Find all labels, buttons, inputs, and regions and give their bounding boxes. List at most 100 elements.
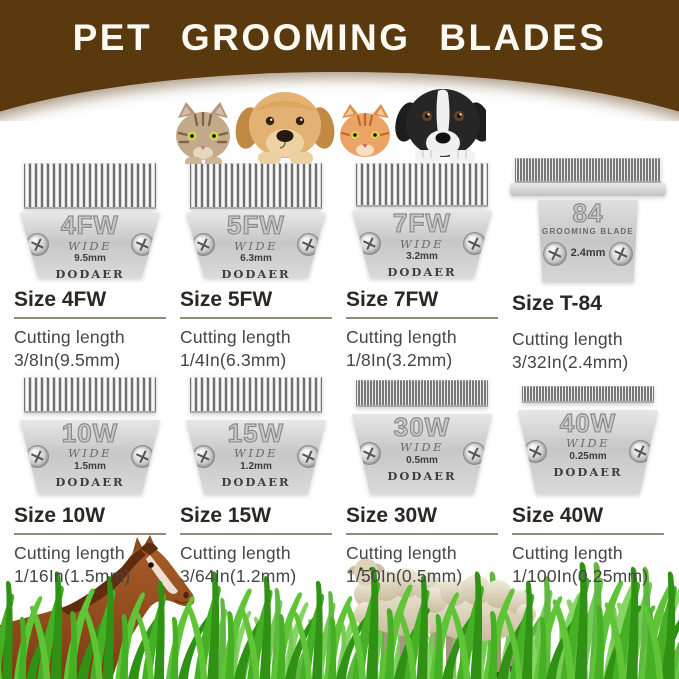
divider	[180, 533, 332, 535]
product-10w: 10W WIDE 1.5mm DODAER Size 10W Cutting l…	[12, 372, 168, 588]
blade-engraving-mm: 1.2mm	[240, 461, 272, 473]
cutting-length-value: 1/4In(6.3mm)	[180, 349, 287, 370]
product-size-heading: Size 7FW	[346, 288, 439, 312]
blade-image-40w: 40W WIDE 0.25mm DODAER	[510, 372, 666, 494]
blade-engraving-size: 84	[572, 198, 604, 228]
cutting-length-label: Cutting length	[346, 326, 457, 347]
product-40w: 40W WIDE 0.25mm DODAER Size 40W Cutting …	[510, 372, 666, 588]
screw-icon	[358, 442, 381, 465]
cutting-length-label: Cutting length	[14, 542, 125, 563]
peeking-pets-image	[176, 89, 486, 164]
product-t84: 84 GROOMING BLADE 2.4mm Size T-84 Cuttin…	[510, 157, 666, 373]
blade-teeth	[356, 379, 488, 407]
cutting-length-value: 1/8In(3.2mm)	[346, 349, 453, 370]
screw-icon	[297, 233, 320, 257]
header-banner	[0, 0, 679, 121]
divider	[180, 317, 332, 319]
blade-image-7fw: 7FW WIDE 3.2mm DODAER	[344, 160, 500, 279]
blade-image-5fw: 5FW WIDE 6.3mm DODAER	[178, 160, 334, 279]
blade-image-15w: 15W WIDE 1.2mm DODAER	[178, 372, 334, 494]
tabby-cat-icon	[176, 102, 230, 164]
cutting-length-value: 1/100In(0.25mm)	[512, 565, 649, 586]
blade-engraving-wide: WIDE	[566, 436, 610, 451]
product-size-heading: Size 15W	[180, 504, 272, 527]
cutting-length-value: 3/64In(1.2mm)	[180, 565, 297, 586]
golden-retriever-icon	[235, 92, 335, 164]
blade-teeth	[515, 157, 661, 183]
cutting-length-value: 1/16In(1.5mm)	[14, 565, 131, 586]
farm-scene-image	[0, 535, 679, 679]
blade-engraving-brand: DODAER	[221, 474, 291, 489]
blade-teeth	[356, 161, 488, 208]
blade-engraving-mm: 3.2mm	[406, 251, 438, 263]
divider	[14, 533, 166, 535]
blade-teeth	[24, 375, 156, 413]
product-4fw: 4FW WIDE 9.5mm DODAER Size 4FW Cutting l…	[12, 160, 168, 372]
blade-teeth	[522, 385, 654, 403]
blade-engraving-mm: 2.4mm	[570, 246, 606, 259]
blade-engraving-mm: 0.5mm	[406, 455, 438, 467]
cutting-length-value: 3/32In(2.4mm)	[512, 352, 629, 373]
blade-top-bar	[510, 183, 666, 196]
blade-teeth	[190, 161, 322, 210]
black-white-dog-icon	[395, 89, 486, 163]
blade-engraving-brand: DODAER	[221, 266, 291, 281]
product-size-heading: Size 30W	[346, 504, 438, 527]
blade-engraving-size: 5FW	[226, 210, 285, 241]
screw-icon	[524, 440, 547, 463]
cutting-length-label: Cutting length	[180, 326, 291, 347]
blade-engraving-brand: DODAER	[55, 266, 125, 281]
blade-engraving-wide: WIDE	[234, 446, 278, 461]
blade-engraving-mm: 6.3mm	[240, 253, 272, 265]
cutting-length-label: Cutting length	[512, 329, 623, 349]
blade-engraving-size: 10W	[61, 418, 119, 448]
blade-engraving-wide: WIDE	[400, 440, 444, 455]
cutting-length-label: Cutting length	[180, 542, 291, 563]
product-30w: 30W WIDE 0.5mm DODAER Size 30W Cutting l…	[344, 372, 500, 588]
blade-engraving-size: 40W	[559, 408, 617, 438]
blade-engraving-wide: WIDE	[68, 446, 112, 461]
blade-engraving-brand: DODAER	[387, 468, 457, 483]
screw-icon	[297, 445, 320, 468]
blade-engraving-wide: WIDE	[234, 238, 278, 253]
product-size-heading: Size 5FW	[180, 288, 273, 312]
blade-engraving-brand: DODAER	[55, 474, 125, 489]
screw-icon	[26, 445, 49, 468]
screw-icon	[192, 445, 215, 468]
divider	[346, 317, 498, 319]
screw-icon	[543, 242, 567, 266]
blade-engraving-size: 7FW	[392, 208, 451, 239]
cutting-length-value: 1/50In(0.5mm)	[346, 565, 463, 586]
blade-teeth	[190, 375, 322, 413]
blade-image-t84: 84 GROOMING BLADE 2.4mm	[510, 157, 666, 282]
divider	[512, 533, 664, 535]
blade-image-30w: 30W WIDE 0.5mm DODAER	[344, 372, 500, 494]
blade-image-4fw: 4FW WIDE 9.5mm DODAER	[12, 160, 168, 279]
divider	[14, 317, 166, 319]
ginger-cat-icon	[340, 104, 390, 157]
blade-image-10w: 10W WIDE 1.5mm DODAER	[12, 372, 168, 494]
screw-icon	[131, 445, 154, 468]
screw-icon	[131, 233, 154, 257]
screw-icon	[463, 442, 486, 465]
cutting-length-label: Cutting length	[512, 542, 623, 563]
product-size-heading: Size 40W	[512, 504, 604, 527]
page-title: PET GROOMING BLADES	[72, 17, 607, 58]
screw-icon	[463, 232, 486, 256]
blade-teeth	[24, 161, 156, 210]
cutting-length-value: 3/8In(9.5mm)	[14, 349, 121, 370]
cutting-length-label: Cutting length	[14, 326, 125, 347]
blade-engraving-mm: 9.5mm	[74, 253, 106, 265]
blade-engraving-mm: 1.5mm	[74, 461, 106, 473]
blade-engraving-brand: DODAER	[553, 464, 623, 479]
product-size-heading: Size 4FW	[14, 288, 107, 312]
screw-icon	[629, 440, 652, 463]
divider	[346, 533, 498, 535]
blade-engraving-mm: 0.25mm	[569, 451, 607, 463]
blade-engraving-brand: DODAER	[387, 264, 457, 279]
product-5fw: 5FW WIDE 6.3mm DODAER Size 5FW Cutting l…	[178, 160, 334, 372]
product-size-heading: Size T-84	[512, 292, 602, 315]
blade-engraving-wide: WIDE	[400, 236, 444, 251]
screw-icon	[609, 242, 633, 266]
